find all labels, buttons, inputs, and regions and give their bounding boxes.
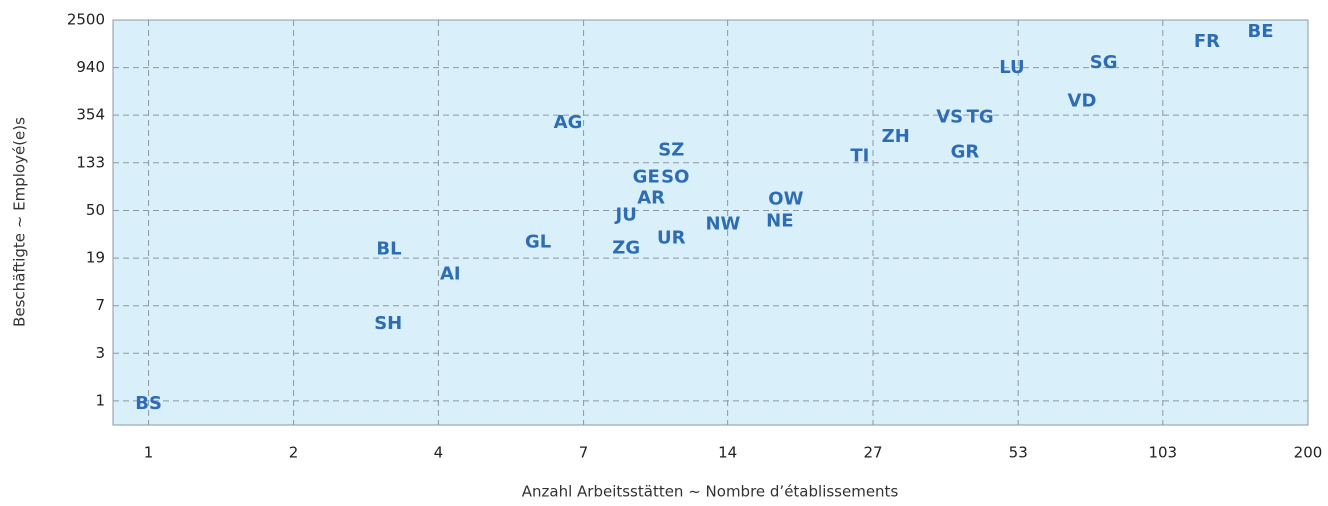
point-label: JU <box>614 204 637 225</box>
y-tick-label: 2500 <box>67 11 105 29</box>
x-tick-label: 2 <box>289 444 299 462</box>
point-label: AG <box>554 112 583 133</box>
point-label: VD <box>1068 90 1097 111</box>
x-tick-label: 27 <box>863 444 882 462</box>
point-label: BE <box>1248 21 1274 42</box>
point-label: GR <box>951 141 980 162</box>
point-label: SZ <box>658 139 684 160</box>
point-label: UR <box>657 228 686 249</box>
plot-area <box>112 19 1309 426</box>
y-axis-title: Beschäftigte ~ Employé(e)s <box>11 117 29 327</box>
x-tick-label: 200 <box>1294 444 1323 462</box>
point-label: OW <box>768 188 803 209</box>
point-label: FR <box>1194 31 1220 52</box>
x-tick-label: 53 <box>1009 444 1028 462</box>
point-label: TG <box>967 106 994 127</box>
point-label: NW <box>705 213 740 234</box>
point-label: NE <box>766 210 793 231</box>
point-label: GL <box>525 231 551 252</box>
point-label: SG <box>1090 52 1118 73</box>
x-axis-title: Anzahl Arbeitsstätten ~ Nombre d’établis… <box>522 483 899 501</box>
point-label: GE <box>633 166 660 187</box>
point-label: BL <box>376 239 401 260</box>
point-label: AI <box>440 264 461 285</box>
x-tick-label: 4 <box>434 444 444 462</box>
y-tick-label: 19 <box>86 249 105 267</box>
y-tick-label: 7 <box>95 296 105 314</box>
y-tick-label: 940 <box>76 58 105 76</box>
point-label: SH <box>374 313 402 334</box>
point-label: TI <box>850 145 869 166</box>
point-label: BS <box>135 393 162 414</box>
y-tick-label: 50 <box>86 201 105 219</box>
y-tick-label: 1 <box>95 391 105 409</box>
point-label: VS <box>936 106 963 127</box>
point-label: SO <box>661 166 689 187</box>
x-tick-label: 103 <box>1148 444 1177 462</box>
y-tick-label: 3 <box>95 344 105 362</box>
point-label: ZG <box>612 237 640 258</box>
x-tick-label: 1 <box>144 444 154 462</box>
x-tick-label: 14 <box>718 444 737 462</box>
point-label: AR <box>637 187 665 208</box>
point-label: ZH <box>882 126 910 147</box>
x-tick-label: 7 <box>579 444 589 462</box>
y-tick-label: 133 <box>76 153 105 171</box>
y-tick-label: 354 <box>76 106 105 124</box>
point-label: LU <box>999 57 1024 78</box>
